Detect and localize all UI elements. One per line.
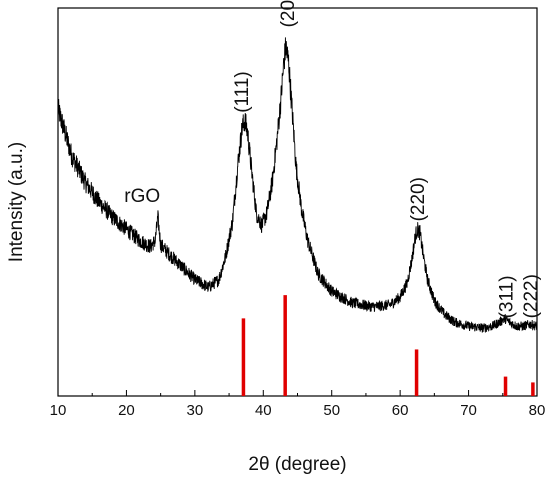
peak-annotations: rGO (111) (200) (220) (311) (222) (124, 0, 542, 318)
x-tick-label: 70 (460, 402, 477, 419)
peak-label: (222) (521, 274, 542, 318)
peak-label: (311) (496, 275, 517, 318)
x-axis-title: 2θ (degree) (248, 454, 346, 475)
x-tick-label: 40 (255, 402, 272, 419)
x-tick-label: 50 (323, 402, 340, 419)
reference-lines (241, 295, 535, 396)
peak-label: (220) (408, 177, 429, 221)
x-tick-label: 10 (50, 402, 67, 419)
y-axis-title: Intensity (a.u.) (6, 142, 27, 262)
x-tick-label: 80 (529, 402, 546, 419)
peak-label: (200) (278, 0, 299, 27)
peak-label: (111) (232, 71, 253, 113)
spectrum-series (57, 37, 538, 333)
peak-label: rGO (124, 186, 160, 207)
x-axis: 10 20 30 40 50 60 70 80 (50, 390, 546, 419)
spectrum-line (57, 37, 538, 333)
x-tick-label: 20 (118, 402, 135, 419)
x-tick-label: 30 (187, 402, 204, 419)
x-tick-label: 60 (392, 402, 409, 419)
